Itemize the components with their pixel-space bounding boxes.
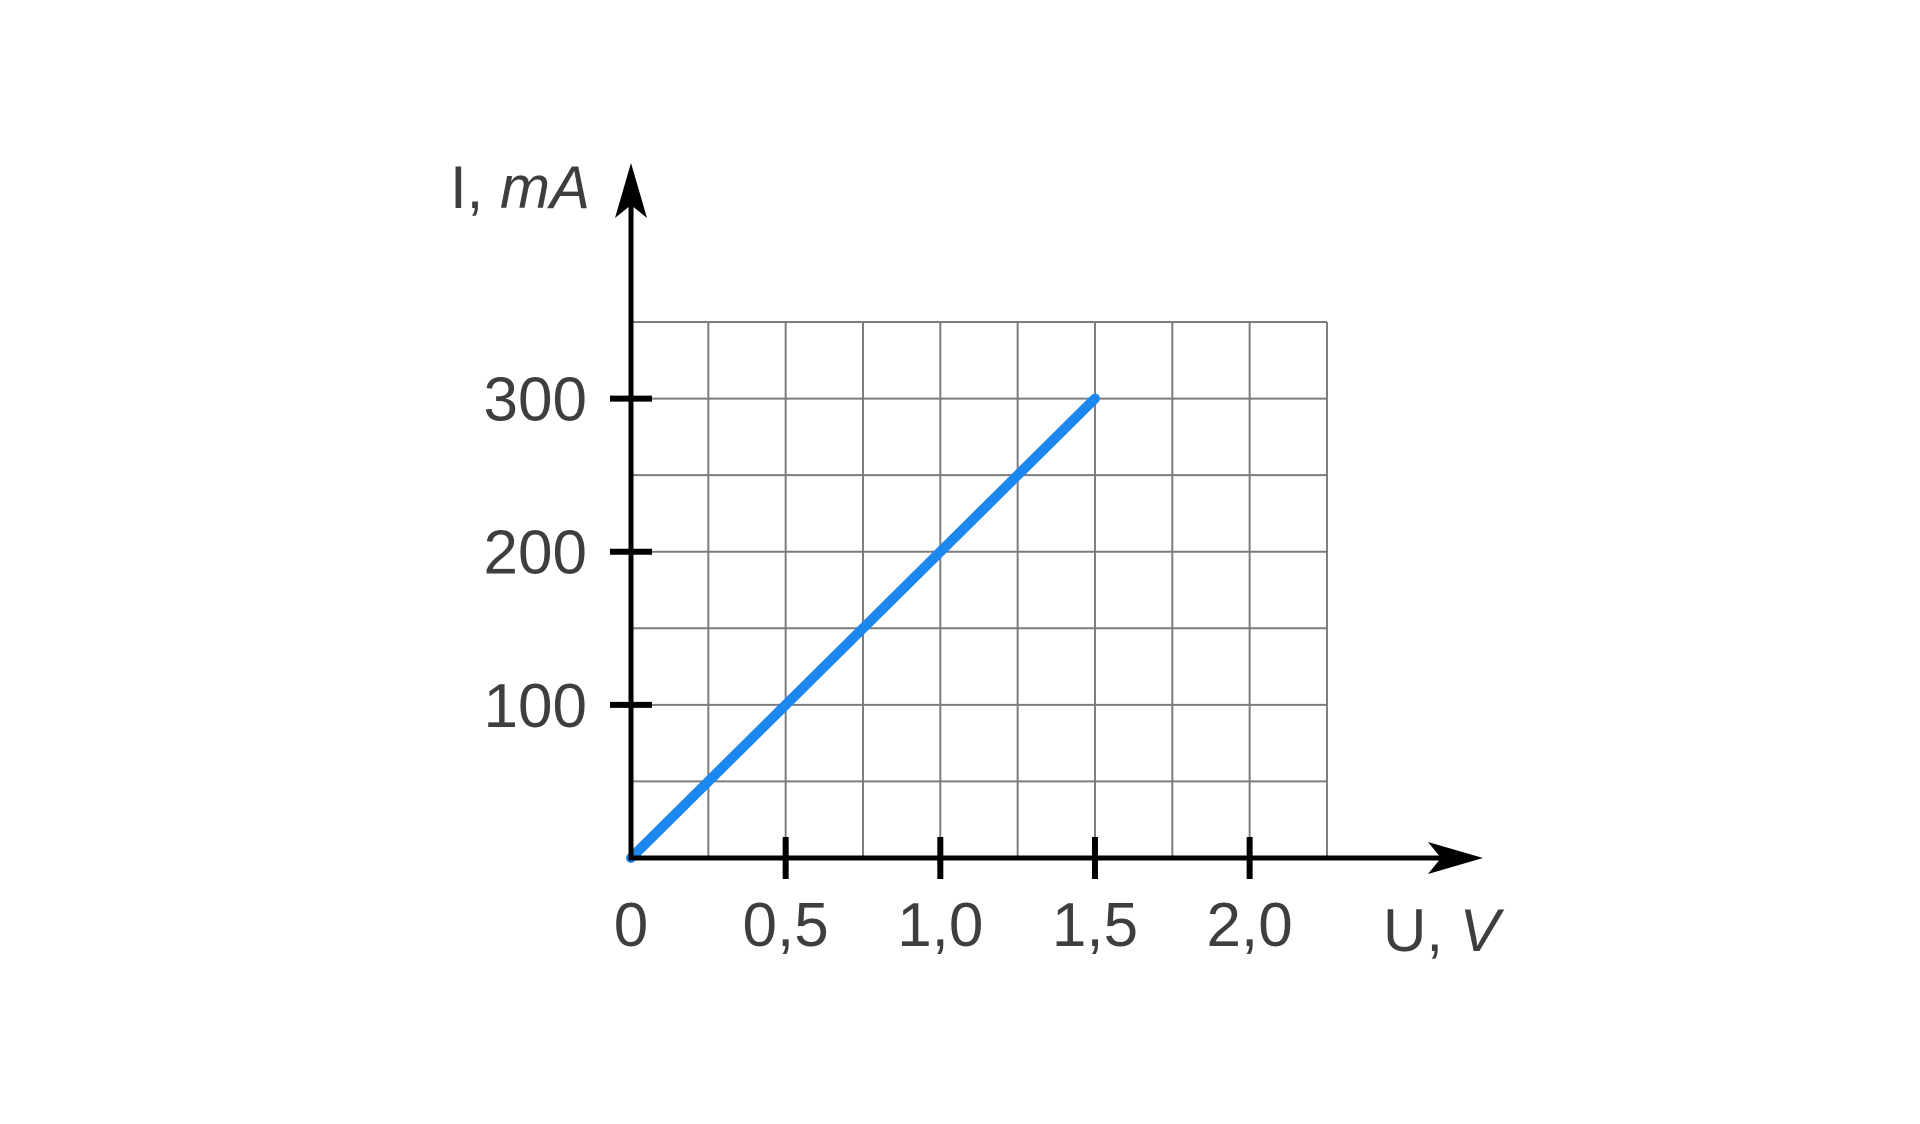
x-tick-label: 0,5 <box>743 891 829 960</box>
data-line <box>626 393 1100 863</box>
y-axis-title: I, mA <box>0 158 590 218</box>
x-tick-label: 1,5 <box>1052 891 1138 960</box>
y-axis-arrow <box>615 163 647 218</box>
x-tick-label: 1,0 <box>897 891 983 960</box>
x-tick-label: 2,0 <box>1207 891 1293 960</box>
x-tick-label: 0 <box>614 891 648 960</box>
x-axis-title: U, V <box>1383 901 1500 961</box>
y-axis-quantity: I, <box>449 154 500 221</box>
y-tick-label: 100 <box>484 672 587 741</box>
x-axis-arrow <box>1428 842 1483 874</box>
y-tick-label: 200 <box>484 519 587 588</box>
y-axis-unit: mA <box>500 154 590 221</box>
x-axis-quantity: U, <box>1383 897 1460 964</box>
y-tick-label: 300 <box>484 366 587 435</box>
x-axis-unit: V <box>1459 897 1500 964</box>
